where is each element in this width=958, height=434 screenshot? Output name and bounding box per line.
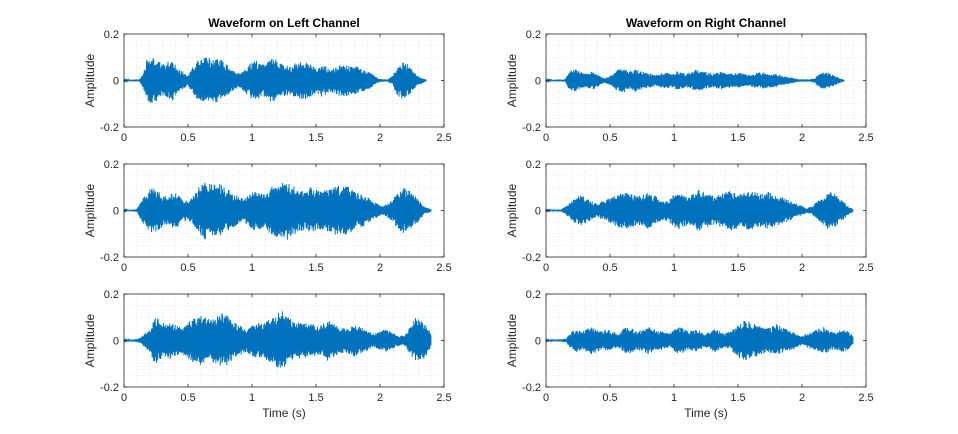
- y-axis-label: Amplitude: [83, 54, 97, 108]
- x-tick-label: 2.5: [858, 392, 873, 404]
- x-tick-label: 1.5: [730, 132, 745, 144]
- x-tick-label: 0.5: [602, 262, 617, 274]
- x-tick-label: 1: [249, 132, 255, 144]
- x-tick-label: 1.5: [308, 132, 323, 144]
- y-axis-label: Amplitude: [505, 314, 519, 368]
- waveform-line: [545, 190, 854, 231]
- y-tick-label: 0.2: [526, 289, 541, 301]
- x-tick-label: 2.5: [858, 132, 873, 144]
- x-tick-label: 0: [121, 392, 127, 404]
- y-tick-label: -0.2: [522, 382, 541, 394]
- y-tick-label: 0: [535, 76, 541, 88]
- x-tick-label: 2.5: [436, 262, 451, 274]
- x-axis-label: Time (s): [684, 406, 728, 420]
- y-axis-label: Amplitude: [83, 314, 97, 368]
- y-tick-label: -0.2: [100, 122, 119, 134]
- waveform-line: [545, 320, 854, 360]
- x-tick-label: 1: [249, 262, 255, 274]
- x-tick-label: 1: [671, 132, 677, 144]
- y-tick-label: 0: [113, 76, 119, 88]
- x-tick-label: 0.5: [602, 392, 617, 404]
- x-tick-label: 0: [543, 132, 549, 144]
- y-axis-label: Amplitude: [505, 184, 519, 238]
- y-tick-label: 0.2: [526, 159, 541, 171]
- x-tick-label: 0: [543, 392, 549, 404]
- x-tick-label: 2: [377, 262, 383, 274]
- y-tick-label: 0: [535, 206, 541, 218]
- y-tick-label: 0.2: [104, 159, 119, 171]
- x-tick-label: 2: [799, 392, 805, 404]
- y-tick-label: 0: [535, 336, 541, 348]
- x-tick-label: 1: [249, 392, 255, 404]
- x-tick-label: 1.5: [730, 262, 745, 274]
- x-tick-label: 0: [121, 132, 127, 144]
- x-tick-label: 1.5: [308, 392, 323, 404]
- x-tick-label: 0.5: [180, 262, 195, 274]
- y-axis-label: Amplitude: [83, 184, 97, 238]
- y-tick-label: -0.2: [522, 252, 541, 264]
- x-tick-label: 0.5: [602, 132, 617, 144]
- y-tick-label: 0: [113, 206, 119, 218]
- waveform-line: [545, 69, 845, 93]
- grid: [546, 34, 866, 127]
- x-tick-label: 2: [799, 132, 805, 144]
- x-tick-label: 2: [377, 392, 383, 404]
- x-tick-label: 1: [671, 392, 677, 404]
- y-tick-label: 0.2: [104, 29, 119, 41]
- x-tick-label: 1.5: [730, 392, 745, 404]
- y-tick-label: -0.2: [522, 122, 541, 134]
- x-tick-label: 2.5: [436, 132, 451, 144]
- x-tick-label: 2: [377, 132, 383, 144]
- y-tick-label: -0.2: [100, 252, 119, 264]
- x-tick-label: 2: [799, 262, 805, 274]
- y-axis-label: Amplitude: [505, 54, 519, 108]
- x-tick-label: 2.5: [858, 262, 873, 274]
- chart-title: Waveform on Left Channel: [208, 16, 360, 30]
- y-tick-label: -0.2: [100, 382, 119, 394]
- y-tick-label: 0.2: [526, 29, 541, 41]
- x-tick-label: 0: [543, 262, 549, 274]
- y-tick-label: 0.2: [104, 289, 119, 301]
- x-tick-label: 0.5: [180, 392, 195, 404]
- x-axis-label: Time (s): [262, 406, 306, 420]
- x-tick-label: 0.5: [180, 132, 195, 144]
- waveform-line: [123, 311, 432, 368]
- x-tick-label: 1: [671, 262, 677, 274]
- waveform-line: [123, 182, 432, 240]
- chart-title: Waveform on Right Channel: [626, 16, 786, 30]
- x-tick-label: 1.5: [308, 262, 323, 274]
- x-tick-label: 2.5: [436, 392, 451, 404]
- y-tick-label: 0: [113, 336, 119, 348]
- x-tick-label: 0: [121, 262, 127, 274]
- waveform-line: [123, 57, 427, 103]
